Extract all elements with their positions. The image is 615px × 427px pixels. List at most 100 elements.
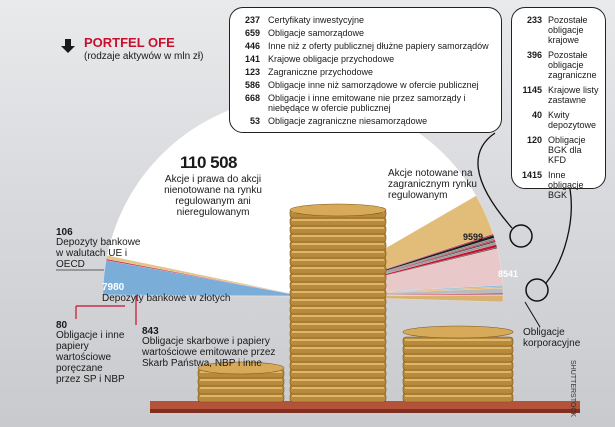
stack-right-coin-shine [405,387,511,389]
stack-right-coin [402,344,514,355]
deposits-fx-value: 106 [56,227,73,238]
stack-right-coin-shine [405,355,511,357]
stack-main-coin [289,360,387,371]
callout-item: 586 Obligacje inne niż samorządowe w ofer… [236,80,495,90]
callout-item: 396 Pozostałe obligacje zagraniczne [514,50,601,80]
stack-main-coin [289,320,387,331]
callout-value: 446 [244,41,260,51]
stack-left-coin-shine [200,387,282,389]
stack-main-coin [289,280,387,291]
callout-value: 659 [244,28,260,38]
stack-main-coin-shine [292,299,384,301]
callout-item: 659 Obligacje samorządowe [236,28,495,38]
callout-value: 1415 [521,170,542,180]
stack-main-coin [289,336,387,347]
big-label: Akcje i prawa do akcji nienotowane na ry… [164,174,262,218]
callout-value: 668 [244,93,260,103]
stack-main-coin-shine [292,307,384,309]
stack-main-coin [289,368,387,379]
guaranteed-label: Obligacje i inne papiery wartościowe por… [56,330,125,385]
leader-right [545,188,572,284]
stack-right-coin [402,384,514,395]
stack-main-coin-shine [292,347,384,349]
callout-item: 446 Inne niż z oferty publicznej dłużne p… [236,41,495,51]
stack-main-coin [289,312,387,323]
stack-right-coin-shine [405,347,511,349]
stack-right-coin [402,352,514,363]
right-callout-list: 233 Pozostałe obligacje krajowe 396 Pozosta… [514,15,601,200]
callout-value: 233 [526,15,542,25]
deposits-pln-value: 7980 [102,282,125,293]
stack-right-coin [402,336,514,347]
callout-item: 40 Kwity depozytowe [514,110,601,130]
stack-main-coin-shine [292,251,384,253]
foreign-shares-label: Akcje notowane na zagranicznym rynku reg… [388,168,477,201]
shelf-edge [150,409,580,413]
stack-right-coin [402,392,514,403]
stack-main-coin [289,344,387,355]
stack-main-coin-shine [292,243,384,245]
top-callout-list: 237 Certyfikaty inwestycyjne 659 Obligacje … [236,15,495,126]
stack-left-coin-shine [200,379,282,381]
corporate-label: Obligacje korporacyjne [523,327,581,349]
callout-value: 396 [526,50,542,60]
arrow-down-icon [61,39,75,53]
callout-value: 237 [244,15,260,25]
stack-main-coin [289,304,387,315]
stack-right-coin-shine [405,395,511,397]
stack-main-coin [289,232,387,243]
callout-item: 120 Obligacje BGK dla KFD [514,135,601,165]
pie-slice [106,255,304,297]
stack-right-coin [402,368,514,379]
stack-main-coin-shine [292,315,384,317]
stack-main-coin-shine [292,291,384,293]
callout-label: Obligacje inne niż samorządowe w ofercie… [268,80,479,90]
zoom-circle-right [525,278,549,302]
stack-main-coin-shine [292,363,384,365]
stack-main-coin-shine [292,235,384,237]
pie-slice [102,259,304,297]
stack-left-coin [197,392,285,403]
stack-main-coin-shine [292,387,384,389]
photo-credit: SHUTTERSTOCK [569,360,576,418]
callout-label: Krajowe listy zastawne [548,85,599,105]
callout-label: Obligacje BGK dla KFD [548,135,586,165]
stack-right-coin [402,360,514,371]
big-value: 110 508 [180,153,238,172]
pie-slice [105,258,304,297]
stack-main-coin [289,376,387,387]
deposits-pln-label: Depozyty bankowe w złotych [102,293,231,304]
stack-main-coin-shine [292,331,384,333]
stack-left-coin-top [197,361,285,375]
deposits-fx-label: Depozyty bankowe w walutach UE i OECD [56,237,141,270]
zoom-circle-top [509,224,533,248]
stack-main-coin-shine [292,275,384,277]
stack-main-coin-shine [292,227,384,229]
stack-main-coin [289,240,387,251]
callout-label: Zagraniczne przychodowe [268,67,374,77]
callout-value: 53 [249,116,260,126]
top-callout-box: 237 Certyfikaty inwestycyjne 659 Obligacje … [229,7,502,133]
stack-main-coin-shine [292,379,384,381]
stack-main-coin [289,392,387,403]
callout-label: Obligacje samorządowe [268,28,365,38]
stack-main-coin [289,248,387,259]
callout-item: 1145 Krajowe listy zastawne [514,85,601,105]
stack-main-coin [289,256,387,267]
stack-right-coin-shine [405,379,511,381]
callout-item: 668 Obligacje i inne emitowane nie przez … [236,93,495,113]
stack-main-coin-shine [292,395,384,397]
stack-main-coin [289,272,387,283]
stack-main-coin-shine [292,339,384,341]
callout-label: Pozostałe obligacje krajowe [548,15,588,45]
treasury-label: Obligacje skarbowe i papiery wartościowe… [142,336,276,369]
callout-label: Inne niż z oferty publicznej dłużne papi… [268,41,489,51]
right-callout-box: 233 Pozostałe obligacje krajowe 396 Pozosta… [511,7,606,200]
stack-main-coin [289,384,387,395]
callout-label: Inne obligacje BGK [548,170,584,200]
chart-subtitle: (rodzaje aktywów w mln zł) [84,51,204,62]
callout-label: Obligacje zagraniczne niesamorządowe [268,116,428,126]
callout-value: 123 [244,67,260,77]
